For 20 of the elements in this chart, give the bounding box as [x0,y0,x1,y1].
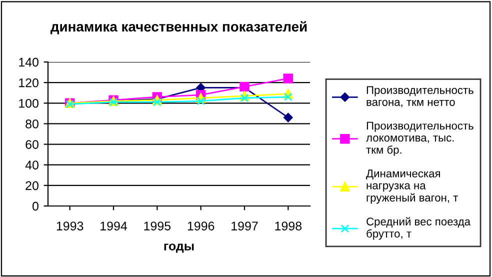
legend-label: Производительность локомотива, тыс. ткм бр. [366,122,474,156]
x-axis-title: годы [164,244,194,253]
x-tick-label: 1995 [144,222,171,230]
x-tick-label: 1993 [56,222,84,230]
chart-title: динамика качественных показателей [50,21,307,34]
y-tick-label: 60 [26,140,38,149]
legend-label: Производительность вагона, ткм нетто [366,86,474,108]
x-tick-label: 1997 [232,222,258,230]
y-tick-label: 100 [19,98,38,108]
x-tick-label: 1998 [275,222,302,230]
y-tick-label: 140 [19,58,38,67]
y-tick-label: 20 [26,181,38,190]
y-tick-label: 0 [32,202,38,211]
x-tick-label: 1996 [188,222,214,230]
x-tick-label: 1994 [100,222,128,230]
y-tick-label: 80 [26,120,38,128]
y-tick-label: 40 [25,160,38,170]
y-tick-label: 120 [19,78,38,88]
legend-label: Средний вес поезда брутто, т [366,217,471,240]
legend-label: Динамическая нагрузка на груженый вагон, т [366,170,458,204]
